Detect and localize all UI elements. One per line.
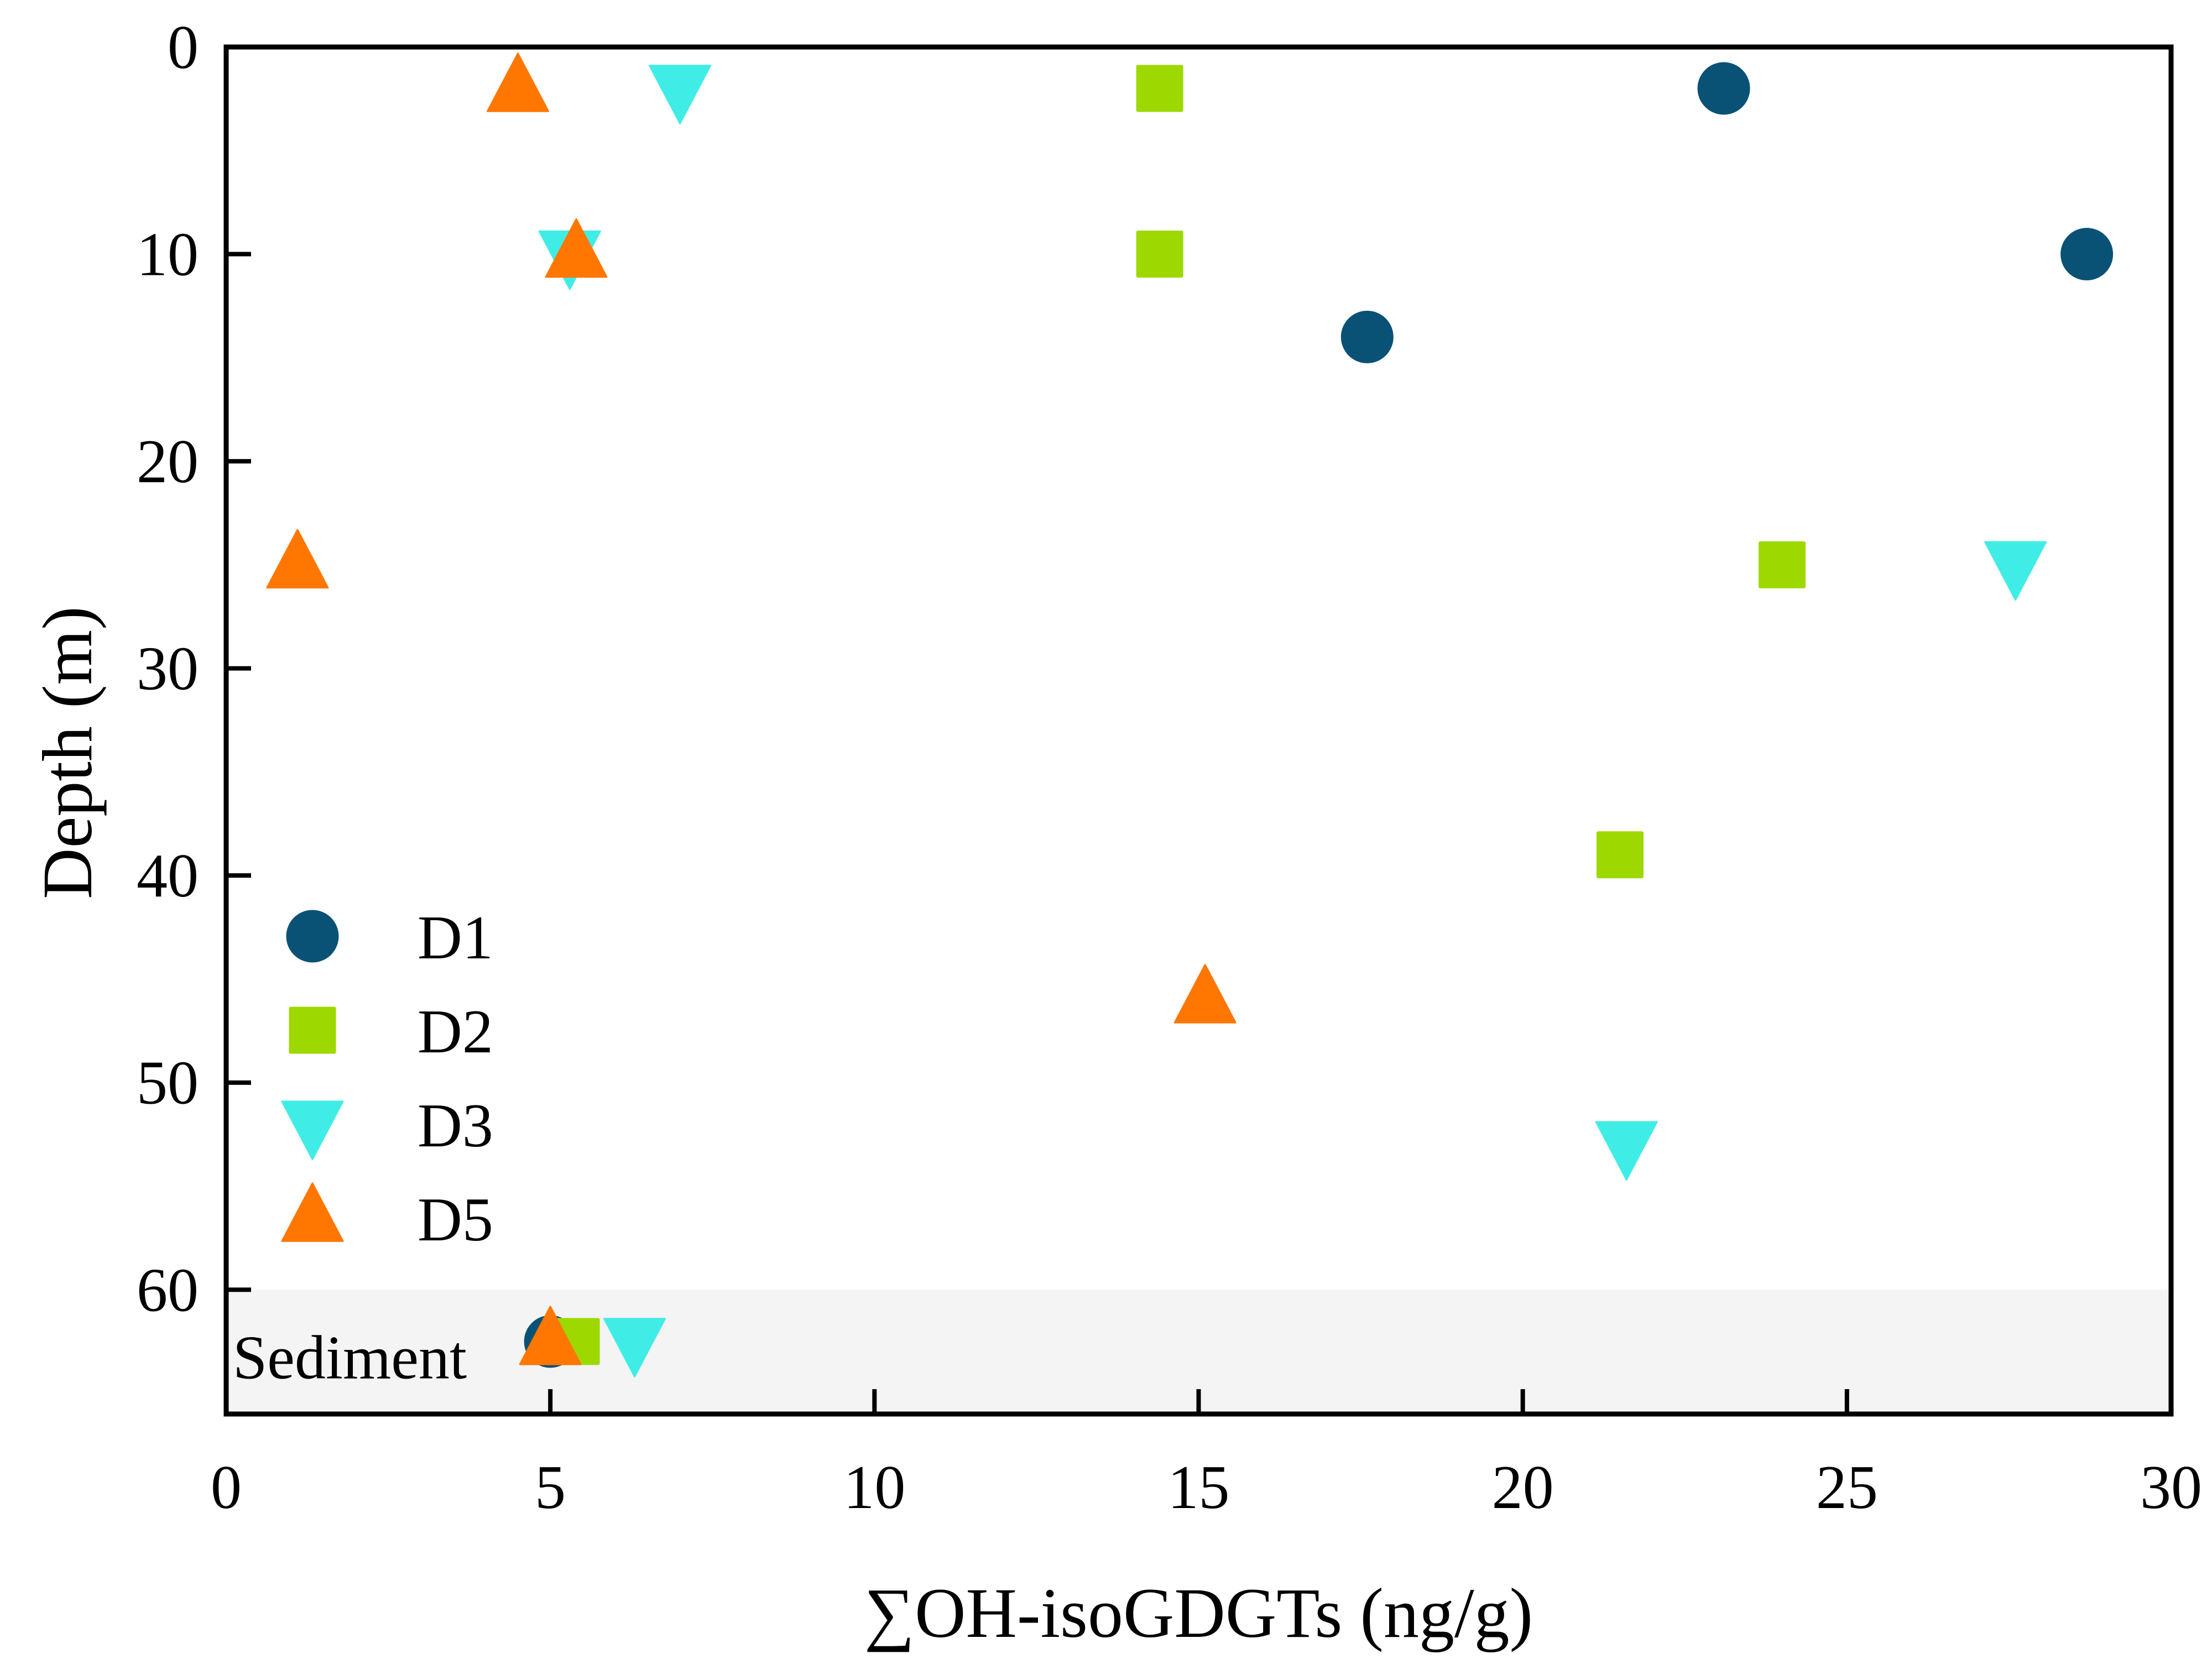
x-axis-title: ∑OH-isoGDGTs (ng/g) xyxy=(864,1574,1533,1652)
series-d5 xyxy=(266,53,1237,1365)
legend-item-d3: D3 xyxy=(281,1092,493,1160)
legend-item-d2: D2 xyxy=(289,998,493,1066)
x-tick-label: 20 xyxy=(1492,1453,1554,1522)
y-tick-label: 30 xyxy=(137,635,199,703)
x-tick-label: 25 xyxy=(1816,1453,1878,1522)
y-tick-label: 60 xyxy=(137,1256,199,1324)
data-markers xyxy=(266,53,2114,1378)
data-point-d1 xyxy=(2060,228,2114,281)
legend-label-d2: D2 xyxy=(418,998,493,1066)
y-tick-label: 40 xyxy=(137,842,199,910)
legend-label-d1: D1 xyxy=(418,904,493,972)
data-point-d3 xyxy=(649,65,712,124)
legend-marker-d1 xyxy=(286,910,339,963)
x-tick-label: 30 xyxy=(2140,1453,2202,1522)
data-point-d3 xyxy=(1984,541,2047,601)
data-point-d1 xyxy=(1340,310,1394,363)
legend-item-d5: D5 xyxy=(281,1182,493,1254)
y-tick-label: 0 xyxy=(168,13,199,82)
data-point-d5 xyxy=(266,529,329,589)
legend-label-d5: D5 xyxy=(418,1186,493,1254)
y-tick-label: 10 xyxy=(137,221,199,289)
y-tick-label: 50 xyxy=(137,1049,199,1118)
legend-marker-d3 xyxy=(281,1100,344,1160)
legend: D1 D2 D3 D5 xyxy=(281,904,493,1254)
data-point-d2 xyxy=(1136,65,1183,112)
sediment-band-label: Sediment xyxy=(233,1323,467,1392)
data-point-d2 xyxy=(1597,831,1644,879)
data-point-d5 xyxy=(519,1306,582,1365)
plot-frame xyxy=(223,44,2174,1417)
y-axis-title: Depth (m) xyxy=(28,606,107,899)
y-tick-labels: 0 10 20 30 40 50 60 xyxy=(137,13,199,1324)
x-tick-label: 15 xyxy=(1168,1453,1230,1522)
data-point-d5 xyxy=(487,53,550,112)
data-point-d5 xyxy=(545,218,608,278)
legend-marker-d5 xyxy=(281,1182,344,1242)
series-d2 xyxy=(552,65,1806,1365)
data-point-d3 xyxy=(603,1318,666,1378)
legend-label-d3: D3 xyxy=(418,1092,493,1160)
data-point-d3 xyxy=(1595,1121,1658,1181)
x-tick-label: 5 xyxy=(535,1453,566,1522)
data-point-d5 xyxy=(1173,964,1237,1024)
x-tick-label: 0 xyxy=(211,1453,242,1522)
data-point-d2 xyxy=(1759,541,1806,588)
legend-item-d1: D1 xyxy=(286,904,493,972)
data-point-d2 xyxy=(1136,231,1183,278)
legend-marker-d2 xyxy=(289,1006,336,1054)
y-tick-label: 20 xyxy=(137,427,199,496)
x-tick-label: 10 xyxy=(843,1453,905,1522)
x-tick-labels: 0 5 10 15 20 25 30 xyxy=(211,1453,2202,1522)
data-point-d1 xyxy=(1697,62,1750,115)
